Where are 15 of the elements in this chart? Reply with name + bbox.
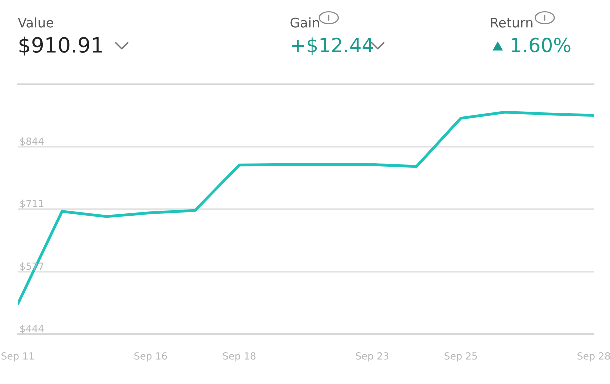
x-tick-label: Sep 11 — [2, 352, 34, 362]
text: $910.91 — [20, 36, 102, 56]
text: Value — [18, 18, 54, 28]
text: 1.60% — [512, 38, 571, 53]
x-tick-label: Sep 28 — [578, 352, 610, 362]
x-tick-label: Sep 18 — [223, 352, 256, 362]
y-tick-label: $844 — [20, 138, 44, 146]
x-tick-label: Sep 23 — [356, 352, 389, 362]
text: Gain — [290, 18, 320, 28]
y-tick-label: $711 — [20, 200, 44, 209]
text: +$12.44 — [292, 38, 374, 56]
x-tick-label: Sep 16 — [134, 352, 168, 362]
y-tick-label: $444 — [20, 324, 44, 334]
text: Return — [491, 18, 533, 28]
x-tick-label: Sep 25 — [444, 352, 478, 362]
